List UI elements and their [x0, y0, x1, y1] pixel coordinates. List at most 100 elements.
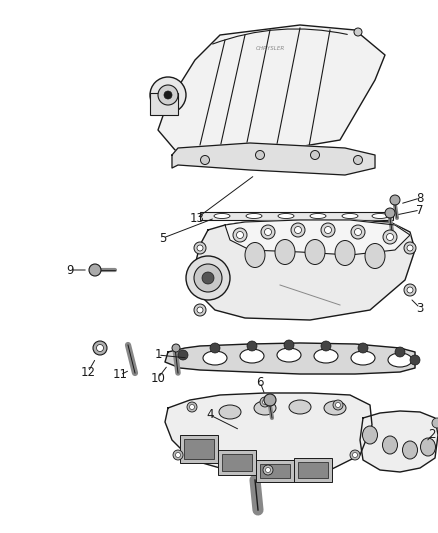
Circle shape: [186, 256, 230, 300]
Circle shape: [200, 156, 209, 165]
Ellipse shape: [274, 239, 294, 264]
Ellipse shape: [364, 244, 384, 269]
Ellipse shape: [244, 243, 265, 268]
Circle shape: [236, 231, 243, 238]
Circle shape: [255, 150, 264, 159]
Circle shape: [385, 233, 392, 240]
Circle shape: [354, 229, 360, 236]
Ellipse shape: [276, 348, 300, 362]
Ellipse shape: [381, 436, 396, 454]
Ellipse shape: [304, 239, 324, 264]
Ellipse shape: [371, 214, 387, 219]
Text: 10: 10: [150, 372, 165, 384]
Bar: [255, 460, 293, 482]
Circle shape: [320, 341, 330, 351]
Circle shape: [265, 467, 270, 472]
Ellipse shape: [202, 351, 226, 365]
Circle shape: [261, 225, 274, 239]
Circle shape: [335, 402, 340, 408]
Ellipse shape: [402, 441, 417, 459]
Bar: [222, 454, 251, 471]
Polygon shape: [359, 411, 437, 472]
Text: 8: 8: [415, 191, 423, 205]
Text: 7: 7: [415, 204, 423, 216]
Text: 5: 5: [159, 231, 166, 245]
Ellipse shape: [362, 426, 377, 444]
Ellipse shape: [309, 214, 325, 219]
Circle shape: [172, 344, 180, 352]
Circle shape: [262, 465, 272, 475]
Text: 2: 2: [427, 429, 435, 441]
Circle shape: [283, 340, 293, 350]
Circle shape: [320, 223, 334, 237]
Circle shape: [209, 343, 219, 353]
Circle shape: [332, 400, 342, 410]
Bar: [184, 439, 213, 459]
Ellipse shape: [219, 405, 240, 419]
Polygon shape: [165, 343, 414, 374]
Circle shape: [194, 304, 205, 316]
Polygon shape: [194, 220, 414, 320]
Circle shape: [194, 264, 222, 292]
Circle shape: [324, 227, 331, 233]
Circle shape: [389, 195, 399, 205]
Text: 12: 12: [80, 366, 95, 378]
Circle shape: [177, 350, 187, 360]
Circle shape: [173, 450, 183, 460]
Circle shape: [403, 242, 415, 254]
Circle shape: [406, 245, 412, 251]
Text: 3: 3: [415, 302, 423, 314]
Circle shape: [409, 355, 419, 365]
Circle shape: [353, 156, 362, 165]
Ellipse shape: [313, 349, 337, 363]
Bar: [293, 458, 331, 482]
Bar: [297, 462, 327, 478]
Ellipse shape: [245, 214, 261, 219]
Text: 9: 9: [66, 263, 74, 277]
Circle shape: [96, 344, 103, 351]
Ellipse shape: [323, 401, 345, 415]
Bar: [180, 435, 218, 463]
Bar: [200, 212, 392, 220]
Polygon shape: [172, 143, 374, 175]
Bar: [150, 93, 177, 115]
Ellipse shape: [350, 351, 374, 365]
Circle shape: [164, 91, 172, 99]
Circle shape: [310, 150, 319, 159]
Circle shape: [247, 341, 256, 351]
Ellipse shape: [240, 349, 263, 363]
Circle shape: [353, 28, 361, 36]
Ellipse shape: [277, 214, 293, 219]
Text: CHRYSLER: CHRYSLER: [255, 45, 284, 51]
Circle shape: [189, 405, 194, 409]
Circle shape: [262, 400, 267, 405]
Circle shape: [194, 242, 205, 254]
Circle shape: [349, 450, 359, 460]
Circle shape: [403, 284, 415, 296]
Circle shape: [233, 228, 247, 242]
Bar: [218, 450, 255, 475]
Text: 13: 13: [189, 212, 204, 224]
Text: 1: 1: [154, 349, 161, 361]
Ellipse shape: [341, 214, 357, 219]
Circle shape: [294, 227, 301, 233]
Circle shape: [197, 245, 202, 251]
Text: 11: 11: [112, 368, 127, 382]
Circle shape: [93, 341, 107, 355]
Circle shape: [259, 397, 269, 407]
Ellipse shape: [387, 353, 411, 367]
Circle shape: [384, 208, 394, 218]
Text: 4: 4: [206, 408, 213, 422]
Bar: [259, 464, 290, 478]
Ellipse shape: [420, 438, 434, 456]
Ellipse shape: [213, 214, 230, 219]
Ellipse shape: [254, 401, 276, 415]
Circle shape: [431, 418, 438, 428]
Circle shape: [197, 307, 202, 313]
Text: 6: 6: [256, 376, 263, 389]
Ellipse shape: [334, 240, 354, 265]
Circle shape: [357, 343, 367, 353]
Circle shape: [352, 453, 357, 457]
Polygon shape: [225, 220, 409, 255]
Ellipse shape: [288, 400, 310, 414]
